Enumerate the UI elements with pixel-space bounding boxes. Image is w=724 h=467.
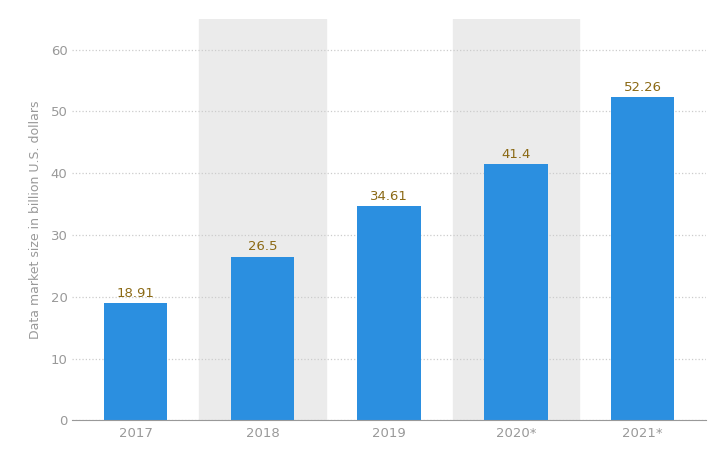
Text: 26.5: 26.5: [248, 240, 277, 253]
Bar: [611, 98, 674, 420]
Bar: [452, 19, 579, 420]
Bar: [199, 19, 326, 420]
Bar: [104, 304, 167, 420]
Bar: [231, 256, 294, 420]
Text: 41.4: 41.4: [501, 148, 531, 161]
Text: 52.26: 52.26: [623, 81, 662, 94]
Text: 18.91: 18.91: [117, 287, 155, 300]
Y-axis label: Data market size in billion U.S. dollars: Data market size in billion U.S. dollars: [30, 100, 42, 339]
Text: 34.61: 34.61: [370, 190, 408, 203]
Bar: [484, 164, 547, 420]
Bar: [358, 206, 421, 420]
